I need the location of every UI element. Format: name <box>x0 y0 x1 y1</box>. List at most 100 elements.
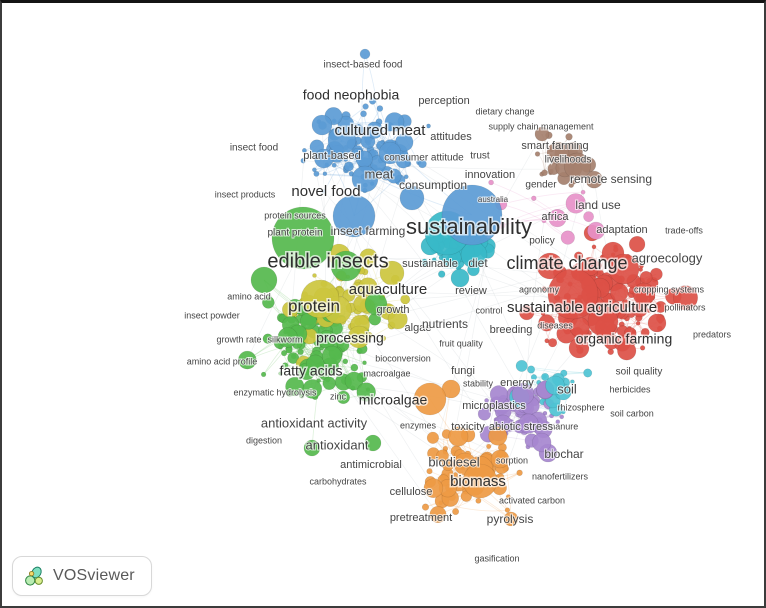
term-label[interactable]: cultured meat <box>333 120 428 140</box>
term-node[interactable] <box>436 449 449 463</box>
term-label[interactable]: trade-offs <box>664 224 704 236</box>
term-label[interactable]: attitudes <box>429 130 473 144</box>
term-label[interactable]: sustainable agriculture <box>505 297 658 317</box>
term-node[interactable] <box>563 152 591 180</box>
term-label[interactable]: breeding <box>489 323 534 337</box>
term-label[interactable]: plant protein <box>266 227 323 240</box>
term-node[interactable] <box>640 327 650 337</box>
term-node[interactable] <box>610 283 629 302</box>
term-label[interactable]: supply chain management <box>487 120 595 132</box>
term-node[interactable] <box>250 266 278 294</box>
term-label[interactable]: aquaculture <box>347 279 428 299</box>
term-node[interactable] <box>364 434 382 452</box>
term-label[interactable]: protein sources <box>263 209 327 221</box>
term-node[interactable] <box>547 268 599 320</box>
term-label[interactable]: activated carbon <box>498 494 566 506</box>
term-node[interactable] <box>403 174 409 180</box>
term-node[interactable] <box>452 508 460 516</box>
term-node[interactable] <box>297 348 304 356</box>
term-label[interactable]: plant-based <box>302 149 362 163</box>
term-label[interactable]: herbicides <box>608 383 652 395</box>
term-node[interactable] <box>344 371 364 391</box>
term-node[interactable] <box>505 494 511 500</box>
term-node[interactable] <box>639 270 653 284</box>
term-node[interactable] <box>343 161 354 172</box>
term-label[interactable]: antimicrobial <box>339 458 403 472</box>
term-node[interactable] <box>387 309 408 330</box>
term-label[interactable]: organic farming <box>574 329 674 348</box>
term-label[interactable]: climate change <box>505 251 629 274</box>
term-node[interactable] <box>421 503 430 511</box>
term-node[interactable] <box>400 294 411 305</box>
term-node[interactable] <box>546 141 570 165</box>
term-node[interactable] <box>580 256 600 276</box>
term-label[interactable]: enzymatic hydrolysis <box>232 386 318 398</box>
term-node[interactable] <box>587 305 619 337</box>
term-label[interactable]: sorption <box>495 454 529 466</box>
term-label[interactable]: bioconversion <box>374 352 432 364</box>
term-label[interactable]: consumer attitude <box>383 152 465 165</box>
term-label[interactable]: microalgae <box>357 390 429 409</box>
term-node[interactable] <box>362 360 367 366</box>
term-node[interactable] <box>343 157 349 162</box>
term-label[interactable]: fruit quality <box>438 337 484 349</box>
term-node[interactable] <box>359 248 378 267</box>
term-node[interactable] <box>426 123 431 129</box>
term-node[interactable] <box>305 354 325 374</box>
term-label[interactable]: policy <box>528 235 556 248</box>
term-node[interactable] <box>399 185 425 211</box>
term-label[interactable]: cropping systems <box>633 283 706 295</box>
term-node[interactable] <box>628 236 646 253</box>
term-node[interactable] <box>331 162 337 168</box>
term-label[interactable]: pyrolysis <box>486 511 535 527</box>
term-node[interactable] <box>300 279 340 319</box>
term-node[interactable] <box>312 273 317 278</box>
term-node[interactable] <box>504 507 511 513</box>
term-label[interactable]: pollinators <box>663 301 707 313</box>
term-label[interactable]: pretreatment <box>389 511 453 525</box>
term-node[interactable] <box>395 133 414 152</box>
term-label[interactable]: amino acid profile <box>186 355 259 367</box>
term-node[interactable] <box>376 105 384 112</box>
term-label[interactable]: adaptation <box>595 223 648 237</box>
term-label[interactable]: perception <box>417 94 470 108</box>
term-node[interactable] <box>321 345 343 367</box>
term-node[interactable] <box>583 368 593 378</box>
term-node[interactable] <box>548 209 567 228</box>
term-node[interactable] <box>260 371 267 378</box>
term-node[interactable] <box>450 268 470 288</box>
term-label[interactable]: growth <box>375 303 410 317</box>
term-label[interactable]: cellulose <box>389 485 434 499</box>
term-label[interactable]: gender <box>524 179 558 192</box>
term-node[interactable] <box>488 426 508 446</box>
term-node[interactable] <box>350 363 359 372</box>
term-label[interactable]: nanofertilizers <box>531 470 590 482</box>
term-node[interactable] <box>555 419 561 425</box>
term-node[interactable] <box>301 148 307 154</box>
term-label[interactable]: soil quality <box>615 366 664 379</box>
term-node[interactable] <box>285 346 293 354</box>
term-node[interactable] <box>441 184 503 246</box>
term-node[interactable] <box>351 165 379 193</box>
term-node[interactable] <box>585 170 603 189</box>
term-label[interactable]: edible insects <box>266 249 390 274</box>
term-node[interactable] <box>300 157 307 164</box>
term-node[interactable] <box>568 182 575 188</box>
term-node[interactable] <box>571 179 577 185</box>
term-node[interactable] <box>635 320 641 326</box>
term-label[interactable]: dietary change <box>474 105 535 117</box>
term-node[interactable] <box>262 333 273 344</box>
term-node[interactable] <box>477 407 492 421</box>
term-node[interactable] <box>322 376 336 390</box>
term-label[interactable]: review <box>454 284 488 298</box>
term-node[interactable] <box>299 393 305 399</box>
term-node[interactable] <box>327 125 357 155</box>
term-node[interactable] <box>639 345 646 351</box>
term-node[interactable] <box>384 112 405 132</box>
term-node[interactable] <box>639 263 644 269</box>
term-node[interactable] <box>426 431 440 444</box>
term-label[interactable]: microplastics <box>461 399 527 413</box>
term-node[interactable] <box>565 193 586 214</box>
vosviewer-logo-badge[interactable]: VOSviewer <box>12 556 152 596</box>
term-node[interactable] <box>423 478 444 499</box>
